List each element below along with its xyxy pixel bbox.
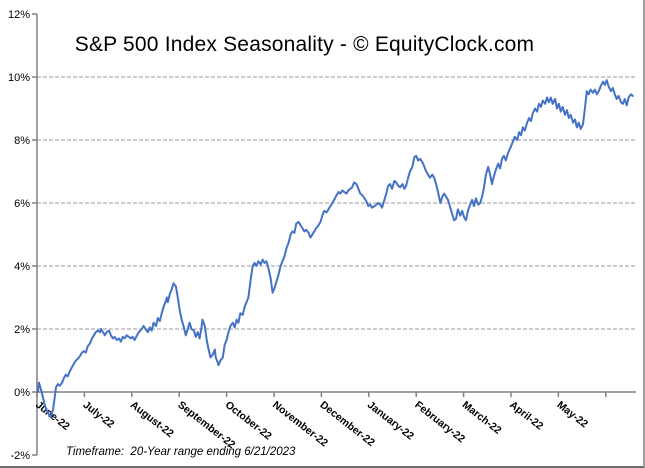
seasonality-line	[36, 79, 634, 419]
x-axis-label: May-22	[555, 399, 591, 430]
y-axis-label: 6%	[14, 198, 30, 210]
y-axis-label: 10%	[8, 72, 30, 84]
x-axis-label: June-22	[33, 399, 72, 433]
y-axis-label: 8%	[14, 135, 30, 147]
y-axis-label: 2%	[14, 324, 30, 336]
x-axis-label: March-22	[460, 399, 504, 437]
x-axis-label: February-22	[412, 399, 467, 446]
y-axis-label: 4%	[14, 261, 30, 273]
y-axis-label: -2%	[10, 450, 30, 462]
x-axis-label: July-22	[81, 399, 117, 431]
y-axis-label: 0%	[14, 387, 30, 399]
timeframe-note: Timeframe: 20-Year range ending 6/21/202…	[66, 446, 296, 458]
x-axis-label: April-22	[507, 399, 545, 433]
x-axis-label: August-22	[128, 399, 176, 440]
chart-title: S&P 500 Index Seasonality - © EquityCloc…	[74, 33, 535, 56]
y-axis-label: 12%	[8, 9, 30, 21]
